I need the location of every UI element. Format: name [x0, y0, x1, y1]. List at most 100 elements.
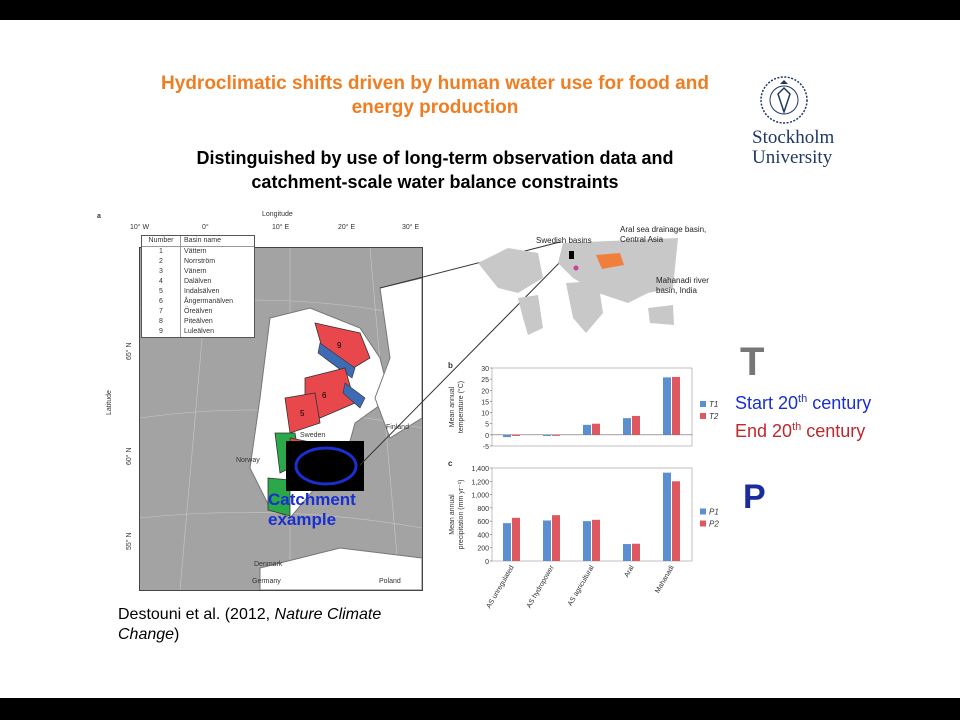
basin-table: Number Basin name 1 Vättern 2 Norrström 3 Vän… — [141, 235, 255, 338]
chart-legend-label: T1 — [709, 400, 718, 409]
basin-row: 8 Piteälven — [142, 317, 254, 327]
basin-name: Norrström — [184, 258, 216, 265]
catchment-ellipse-icon — [294, 446, 358, 486]
chart-legend-label: P2 — [709, 520, 719, 529]
chart-plot-frame — [491, 367, 693, 447]
university-line-1: Stockholm — [752, 127, 835, 148]
longitude-tick: 10° W — [130, 224, 150, 231]
basin-name: Vänern — [184, 268, 207, 275]
subtitle-line-1: Distinguished by use of long-term observ… — [196, 148, 674, 168]
temperature-symbol: T — [740, 340, 765, 384]
end-century-label: End 20th century — [735, 421, 865, 442]
longitude-ticks: 10° W 0° 10° E 20° E 30° E — [130, 224, 430, 234]
bar-charts: b -5 0 5 10 15 20 25 30 Mean annual temperature (°… — [448, 361, 719, 610]
connector-lines — [359, 241, 571, 466]
basin-row: 6 Ångermanälven — [142, 297, 254, 307]
chart-legend-swatch — [700, 413, 706, 419]
basin-table-body: 1 Vättern 2 Norrström 3 Vänern 4 Dalälven 5 Indal… — [142, 247, 254, 337]
basin-row: 1 Vättern — [142, 247, 254, 257]
chart-bar — [503, 434, 511, 438]
basin-number: 8 — [142, 317, 181, 327]
chart-bar — [552, 515, 560, 561]
slide: Hydroclimatic shifts driven by human wat… — [0, 20, 960, 698]
chart-y-tick-label: 25 — [481, 377, 489, 384]
chart-bar — [503, 523, 511, 561]
title-line-2: energy production — [351, 97, 519, 118]
chart-bar — [672, 376, 680, 435]
longitude-axis-title: Longitude — [262, 211, 293, 218]
chart-panel-label: b — [448, 361, 453, 370]
basin-row: 9 Luleälven — [142, 327, 254, 337]
start-label: Start 20 — [735, 393, 799, 413]
university-name: Stockholm University — [752, 128, 834, 168]
chart-y-tick-label: 800 — [477, 506, 489, 513]
longitude-tick: 30° E — [402, 224, 420, 231]
citation-prefix: Destouni et al. (2012, — [118, 606, 275, 623]
country-label-norway: Norway — [236, 457, 260, 464]
chart-y-tick-label: 400 — [477, 532, 489, 539]
slide-title: Hydroclimatic shifts driven by human wat… — [130, 72, 740, 120]
chart-legend-swatch — [700, 401, 706, 407]
world-map — [478, 238, 678, 335]
slide-subtitle: Distinguished by use of long-term observ… — [150, 146, 720, 194]
chart-bar — [543, 520, 551, 561]
chart-y-tick-label: -5 — [483, 444, 489, 451]
start-sup: th — [798, 393, 808, 405]
chart-x-tick-label: Aral — [623, 564, 636, 579]
catchment-label-line-1: Catchment — [268, 490, 356, 509]
basin-number: 7 — [142, 307, 181, 317]
basin-name: Piteälven — [184, 318, 213, 325]
chart-legend-label: P1 — [709, 508, 719, 517]
chart-bar — [663, 377, 671, 435]
chart-y-tick-label: 20 — [481, 388, 489, 395]
chart-y-axis-label: Mean annual precipitation (mm yr⁻¹) — [449, 480, 465, 550]
subtitle-line-2: catchment-scale water balance constraint… — [251, 172, 619, 192]
start-century-label: Start 20th century — [735, 393, 871, 414]
world-label-swedish-basins: Swedish basins — [536, 236, 592, 245]
chart-bar — [512, 434, 520, 436]
end-sup: th — [792, 421, 802, 433]
scandinavia-map: 9 6 5 — [139, 247, 423, 591]
end-label: End 20 — [735, 421, 793, 441]
chart-y-axis-label: Mean annual temperature (°C) — [449, 381, 465, 433]
university-seal-icon — [760, 76, 808, 124]
citation-journal-1: Nature Climate — [274, 606, 382, 623]
basin-table-header-number: Number — [142, 236, 181, 246]
svg-text:6: 6 — [322, 391, 327, 400]
end-tail: century — [801, 421, 866, 441]
basin-name: Luleälven — [184, 328, 214, 335]
basin-number: 2 — [142, 257, 181, 267]
chart-y-tick-label: 1,000 — [471, 493, 489, 500]
basin-name: Ångermanälven — [184, 298, 234, 305]
chart-y-tick-label: 0 — [485, 433, 489, 440]
basin-row: 2 Norrström — [142, 257, 254, 267]
start-tail: century — [807, 393, 872, 413]
basin-number: 9 — [142, 327, 181, 337]
university-line-2: University — [752, 147, 833, 168]
citation-journal-2: Change — [118, 626, 175, 643]
world-label-mahanadi-1: Mahanadi river — [656, 276, 709, 285]
world-label-mahanadi: Mahanadi river basin, India — [656, 276, 709, 296]
chart-bar — [632, 543, 640, 561]
basin-row: 3 Vänern — [142, 267, 254, 277]
catchment-example-label: Catchment example — [268, 490, 356, 530]
chart-bar — [632, 415, 640, 435]
longitude-tick: 0° — [202, 224, 209, 231]
country-label-germany: Germany — [252, 578, 281, 585]
catchment-highlight — [286, 441, 364, 491]
world-label-aral-2: Central Asia — [620, 235, 664, 244]
basin-table-header-name: Basin name — [184, 237, 221, 244]
basin-row: 5 Indalsälven — [142, 287, 254, 297]
citation-suffix: ) — [174, 626, 180, 643]
chart-panel-label: c — [448, 459, 453, 468]
chart-x-tick-label: AS hydropower — [526, 564, 556, 610]
chart-bar — [592, 423, 600, 435]
citation: Destouni et al. (2012, Nature Climate Ch… — [118, 605, 381, 645]
chart-y-tick-label: 1,200 — [471, 479, 489, 486]
chart-bar — [623, 418, 631, 435]
world-label-mahanadi-2: basin, India — [656, 286, 697, 295]
basin-number: 1 — [142, 247, 181, 257]
basin-number: 3 — [142, 267, 181, 277]
basin-row: 7 Öreälven — [142, 307, 254, 317]
country-label-denmark: Denmark — [254, 561, 283, 568]
